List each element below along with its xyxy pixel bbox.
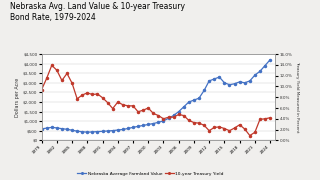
- Y-axis label: Treasury Yield Measured in Percent: Treasury Yield Measured in Percent: [295, 61, 299, 133]
- 10-year Treasury Yield: [253, 131, 257, 133]
- 10-year Treasury Yield: [126, 105, 130, 107]
- 10-year Treasury Yield: [116, 101, 120, 103]
- 10-year Treasury Yield: [167, 116, 171, 118]
- 10-year Treasury Yield: [263, 118, 267, 120]
- Nebraska Average Farmland Value: [50, 126, 54, 128]
- 10-year Treasury Yield: [91, 93, 94, 96]
- 10-year Treasury Yield: [202, 124, 206, 126]
- 10-year Treasury Yield: [238, 124, 242, 126]
- Nebraska Average Farmland Value: [146, 123, 150, 125]
- Nebraska Average Farmland Value: [80, 131, 84, 133]
- 10-year Treasury Yield: [233, 127, 236, 129]
- Nebraska Average Farmland Value: [55, 127, 59, 129]
- Nebraska Average Farmland Value: [151, 122, 155, 125]
- 10-year Treasury Yield: [100, 97, 104, 99]
- 10-year Treasury Yield: [182, 114, 186, 117]
- 10-year Treasury Yield: [197, 122, 201, 124]
- 10-year Treasury Yield: [217, 126, 221, 128]
- 10-year Treasury Yield: [85, 92, 89, 94]
- Nebraska Average Farmland Value: [207, 80, 211, 82]
- Nebraska Average Farmland Value: [141, 124, 145, 127]
- Nebraska Average Farmland Value: [136, 125, 140, 127]
- 10-year Treasury Yield: [131, 105, 135, 107]
- 10-year Treasury Yield: [80, 94, 84, 96]
- 10-year Treasury Yield: [121, 104, 125, 106]
- Nebraska Average Farmland Value: [167, 117, 171, 119]
- Nebraska Average Farmland Value: [96, 130, 100, 133]
- Nebraska Average Farmland Value: [233, 83, 236, 85]
- 10-year Treasury Yield: [222, 127, 226, 130]
- 10-year Treasury Yield: [192, 122, 196, 124]
- Nebraska Average Farmland Value: [70, 129, 74, 131]
- Nebraska Average Farmland Value: [263, 64, 267, 67]
- Y-axis label: Dollars per Acre: Dollars per Acre: [15, 78, 20, 117]
- Nebraska Average Farmland Value: [222, 82, 226, 84]
- 10-year Treasury Yield: [40, 89, 44, 91]
- Nebraska Average Farmland Value: [187, 101, 191, 103]
- 10-year Treasury Yield: [228, 130, 231, 132]
- Nebraska Average Farmland Value: [156, 121, 160, 123]
- 10-year Treasury Yield: [248, 134, 252, 137]
- Nebraska Average Farmland Value: [177, 111, 180, 113]
- 10-year Treasury Yield: [70, 82, 74, 84]
- Nebraska Average Farmland Value: [238, 81, 242, 83]
- Nebraska Average Farmland Value: [45, 127, 49, 129]
- Nebraska Average Farmland Value: [243, 82, 247, 84]
- Nebraska Average Farmland Value: [192, 99, 196, 101]
- Nebraska Average Farmland Value: [162, 120, 165, 122]
- Nebraska Average Farmland Value: [126, 127, 130, 130]
- Nebraska Average Farmland Value: [182, 106, 186, 108]
- Nebraska Average Farmland Value: [121, 128, 125, 130]
- 10-year Treasury Yield: [151, 112, 155, 114]
- Legend: Nebraska Average Farmland Value, 10-year Treasury Yield: Nebraska Average Farmland Value, 10-year…: [76, 170, 225, 178]
- Text: Nebraska Avg. Land Value & 10-year Treasury
Bond Rate, 1979-2024: Nebraska Avg. Land Value & 10-year Treas…: [10, 2, 185, 22]
- 10-year Treasury Yield: [162, 118, 165, 120]
- 10-year Treasury Yield: [136, 111, 140, 113]
- Nebraska Average Farmland Value: [65, 128, 69, 130]
- 10-year Treasury Yield: [268, 117, 272, 119]
- 10-year Treasury Yield: [106, 102, 109, 104]
- 10-year Treasury Yield: [45, 77, 49, 79]
- 10-year Treasury Yield: [65, 72, 69, 75]
- 10-year Treasury Yield: [96, 93, 100, 95]
- Line: Nebraska Average Farmland Value: Nebraska Average Farmland Value: [41, 59, 271, 133]
- Nebraska Average Farmland Value: [91, 131, 94, 133]
- Nebraska Average Farmland Value: [85, 131, 89, 133]
- 10-year Treasury Yield: [212, 126, 216, 129]
- Nebraska Average Farmland Value: [75, 130, 79, 132]
- Nebraska Average Farmland Value: [228, 84, 231, 86]
- Nebraska Average Farmland Value: [253, 74, 257, 76]
- 10-year Treasury Yield: [243, 128, 247, 130]
- 10-year Treasury Yield: [50, 64, 54, 66]
- Nebraska Average Farmland Value: [116, 129, 120, 131]
- Nebraska Average Farmland Value: [100, 130, 104, 132]
- 10-year Treasury Yield: [60, 79, 64, 82]
- Nebraska Average Farmland Value: [106, 130, 109, 132]
- 10-year Treasury Yield: [258, 118, 262, 120]
- Nebraska Average Farmland Value: [268, 59, 272, 61]
- Nebraska Average Farmland Value: [212, 78, 216, 80]
- 10-year Treasury Yield: [177, 113, 180, 116]
- Nebraska Average Farmland Value: [131, 126, 135, 128]
- Nebraska Average Farmland Value: [60, 128, 64, 130]
- Nebraska Average Farmland Value: [197, 97, 201, 99]
- Nebraska Average Farmland Value: [258, 70, 262, 72]
- Line: 10-year Treasury Yield: 10-year Treasury Yield: [41, 64, 271, 137]
- 10-year Treasury Yield: [75, 98, 79, 100]
- 10-year Treasury Yield: [55, 69, 59, 71]
- 10-year Treasury Yield: [146, 107, 150, 109]
- Nebraska Average Farmland Value: [111, 130, 115, 132]
- 10-year Treasury Yield: [187, 119, 191, 122]
- Nebraska Average Farmland Value: [172, 114, 176, 116]
- Nebraska Average Farmland Value: [248, 80, 252, 82]
- 10-year Treasury Yield: [111, 107, 115, 110]
- Nebraska Average Farmland Value: [40, 128, 44, 130]
- Nebraska Average Farmland Value: [217, 76, 221, 78]
- Nebraska Average Farmland Value: [202, 89, 206, 92]
- 10-year Treasury Yield: [141, 109, 145, 111]
- 10-year Treasury Yield: [156, 114, 160, 117]
- 10-year Treasury Yield: [207, 130, 211, 132]
- 10-year Treasury Yield: [172, 116, 176, 118]
